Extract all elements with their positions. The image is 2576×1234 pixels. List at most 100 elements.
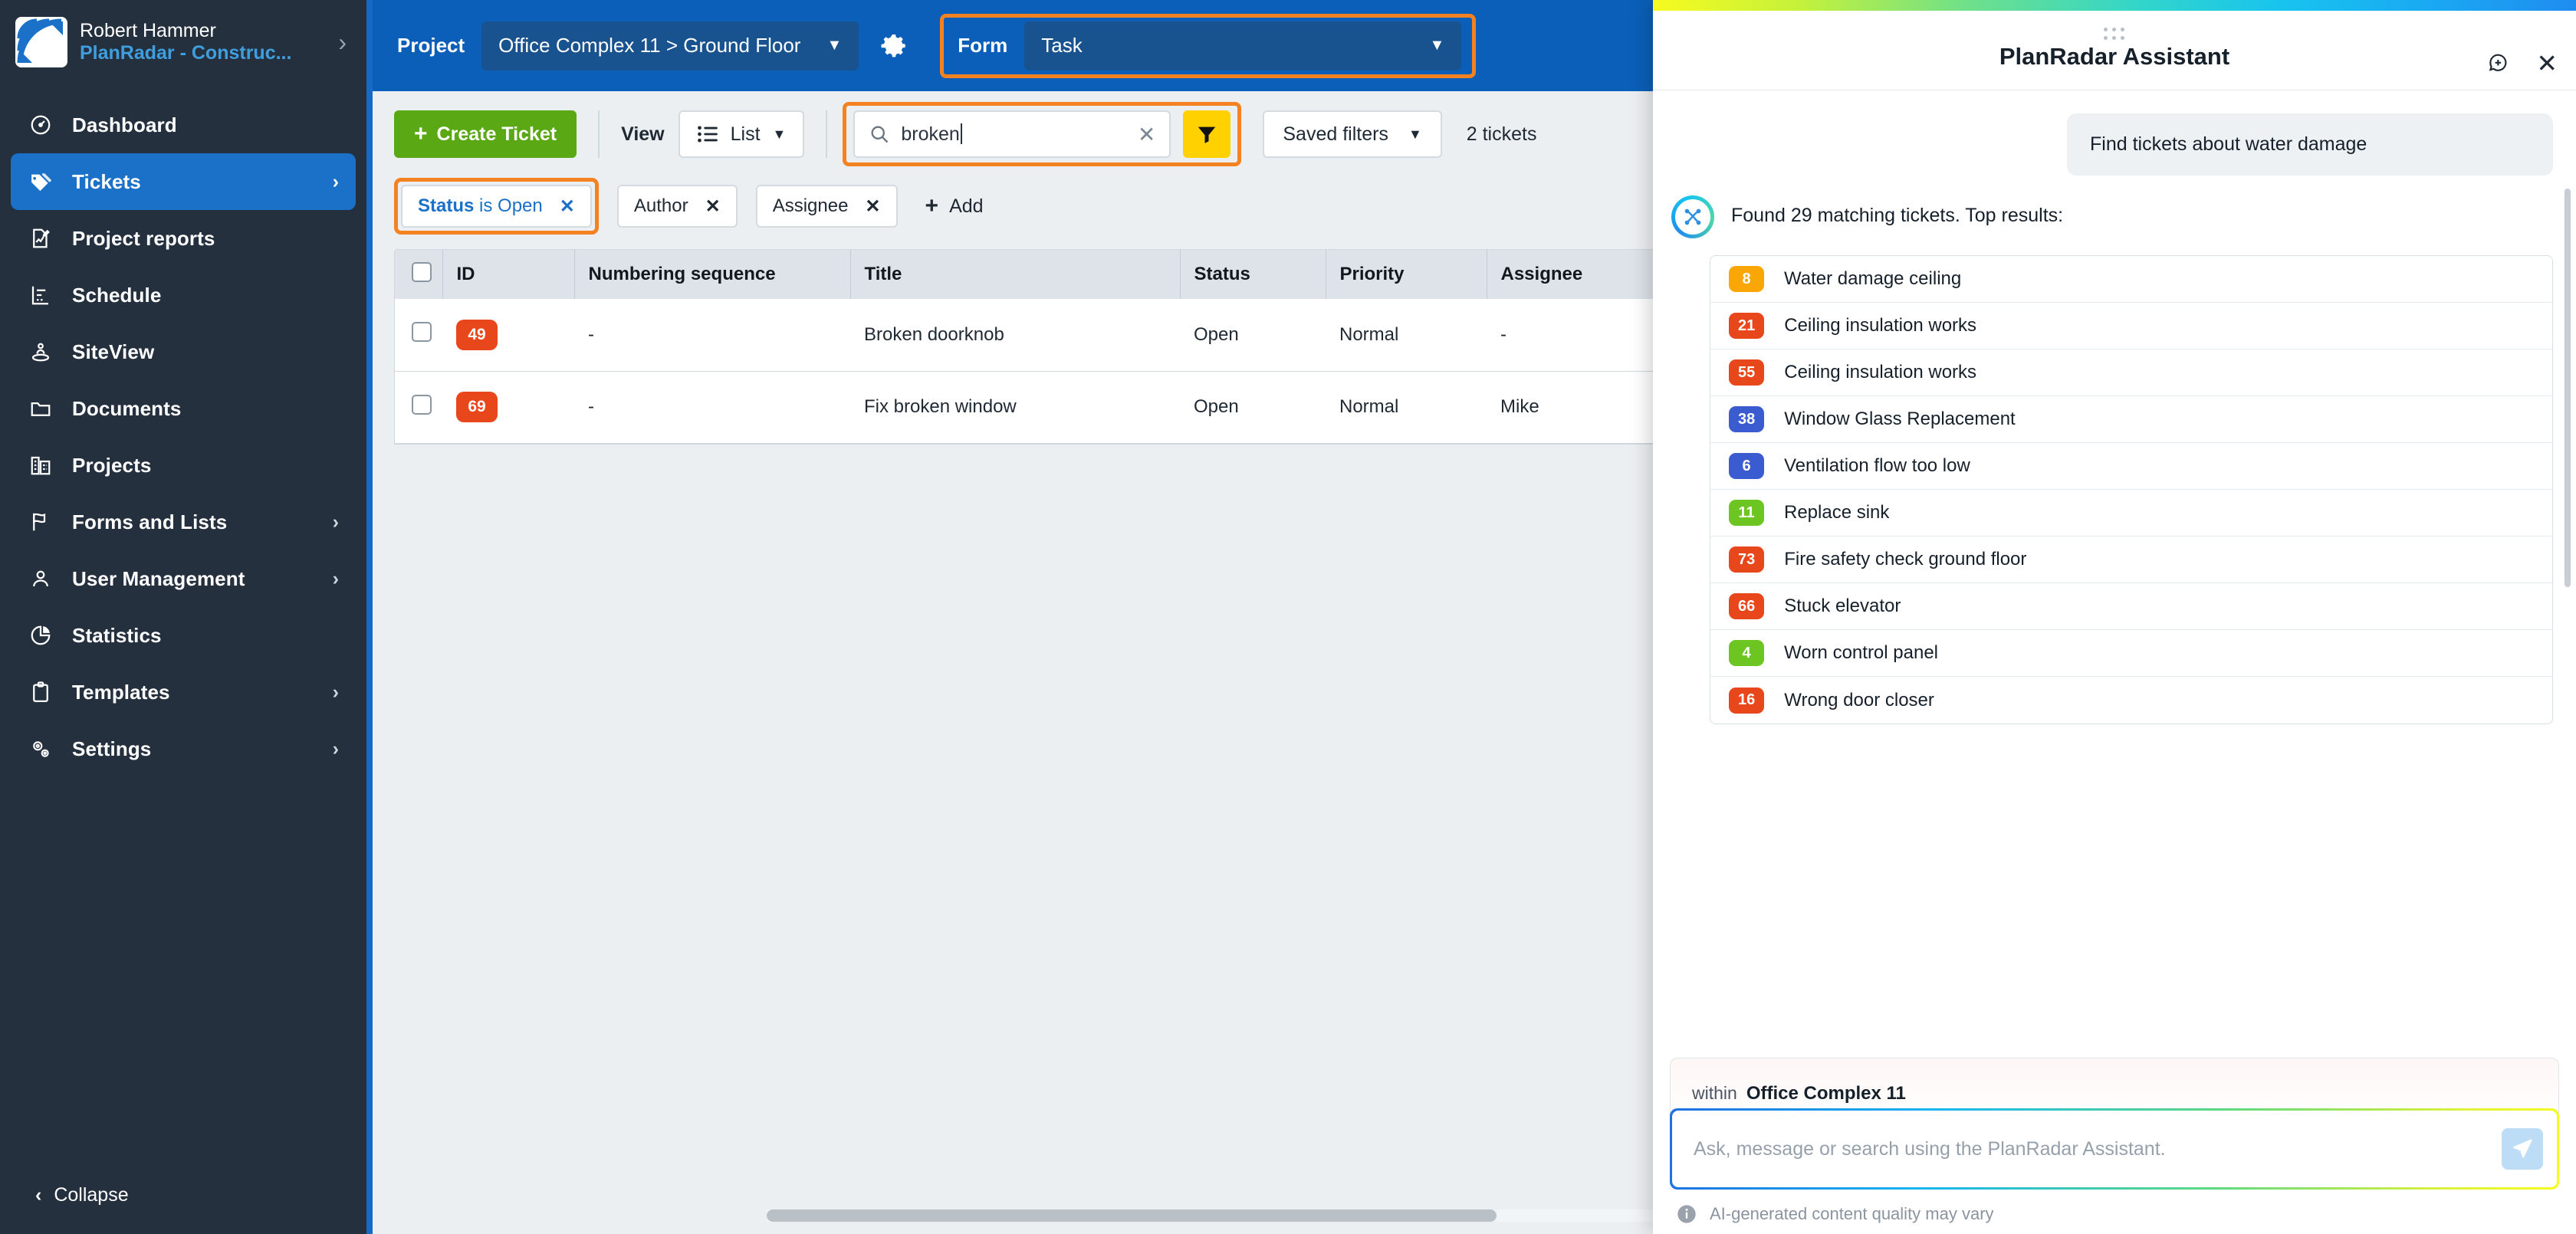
filter-chip-status[interactable]: Status is Open ✕ xyxy=(401,185,592,228)
report-icon xyxy=(28,225,54,251)
buildings-icon xyxy=(28,452,54,478)
funnel-icon[interactable] xyxy=(1183,110,1231,158)
cell-title[interactable]: Broken doorknob xyxy=(850,299,1180,372)
ticket-id-badge[interactable]: 49 xyxy=(456,319,498,350)
chevron-down-icon: ▼ xyxy=(826,37,843,54)
select-all-cell[interactable] xyxy=(395,250,443,299)
sidebar-item-projects[interactable]: Projects xyxy=(11,437,356,494)
sidebar-item-dashboard[interactable]: Dashboard xyxy=(11,97,356,153)
send-icon[interactable] xyxy=(2502,1128,2543,1170)
sidebar-item-forms-and-lists[interactable]: Forms and Lists › xyxy=(11,494,356,550)
view-label: View xyxy=(621,123,665,145)
view-mode-select[interactable]: List ▼ xyxy=(678,110,805,158)
assistant-input[interactable]: Ask, message or search using the PlanRad… xyxy=(1694,1137,2166,1160)
clipboard-icon xyxy=(28,679,54,705)
chevron-right-icon: › xyxy=(332,737,339,760)
sidebar-divider xyxy=(366,0,373,1234)
tag-icon xyxy=(28,169,54,195)
list-item[interactable]: 73 Fire safety check ground floor xyxy=(1710,537,2552,583)
ticket-id-badge[interactable]: 69 xyxy=(456,392,498,422)
list-item[interactable]: 4 Worn control panel xyxy=(1710,630,2552,677)
sidebar-item-schedule[interactable]: Schedule xyxy=(11,267,356,323)
planradar-logo-icon xyxy=(15,17,67,67)
list-item[interactable]: 16 Wrong door closer xyxy=(1710,677,2552,724)
panel-scrollbar-thumb[interactable] xyxy=(2564,189,2571,587)
column-header-id[interactable]: ID xyxy=(442,250,575,299)
row-select-cell[interactable] xyxy=(395,371,442,444)
filter-condition: is Open xyxy=(474,195,543,216)
sidebar-item-documents[interactable]: Documents xyxy=(11,380,356,437)
user-name: Robert Hammer xyxy=(80,19,216,41)
chat-plus-icon[interactable] xyxy=(2487,52,2510,75)
ticket-count: 2 tickets xyxy=(1466,123,1537,145)
result-id-badge: 8 xyxy=(1729,266,1764,292)
panel-header: PlanRadar Assistant ✕ xyxy=(1653,11,2576,90)
cell-title[interactable]: Fix broken window xyxy=(850,371,1180,444)
row-select-cell[interactable] xyxy=(395,299,442,372)
column-header-priority[interactable]: Priority xyxy=(1326,250,1487,299)
result-title: Worn control panel xyxy=(1784,642,1938,663)
horizontal-scrollbar-thumb[interactable] xyxy=(767,1209,1497,1222)
chevron-right-icon: › xyxy=(332,681,339,703)
gear-icon[interactable] xyxy=(880,32,908,60)
gauge-icon xyxy=(28,112,54,138)
filter-chip-assignee[interactable]: Assignee ✕ xyxy=(755,185,898,228)
sidebar-item-settings[interactable]: Settings › xyxy=(11,720,356,777)
list-item[interactable]: 66 Stuck elevator xyxy=(1710,583,2552,630)
form-selector[interactable]: Task ▼ xyxy=(1024,21,1462,71)
select-all-checkbox[interactable] xyxy=(412,261,432,282)
list-item[interactable]: 38 Window Glass Replacement xyxy=(1710,396,2552,443)
cell-numbering: - xyxy=(574,299,850,372)
assistant-response: Found 29 matching tickets. Top results: xyxy=(1671,195,2576,238)
sidebar-item-label: Statistics xyxy=(72,623,162,647)
result-id-badge: 66 xyxy=(1729,593,1765,619)
within-label: within xyxy=(1692,1083,1737,1103)
workspace-switcher[interactable]: Robert Hammer PlanRadar - Construc... › xyxy=(0,0,366,83)
collapse-label: Collapse xyxy=(54,1184,129,1206)
chevron-down-icon: ▼ xyxy=(1429,37,1445,54)
list-item[interactable]: 8 Water damage ceiling xyxy=(1710,256,2552,303)
close-icon[interactable]: ✕ xyxy=(705,195,721,217)
row-checkbox[interactable] xyxy=(412,322,432,343)
form-selector-highlight: Form Task ▼ xyxy=(940,13,1477,78)
row-checkbox[interactable] xyxy=(412,394,432,415)
filter-chip-author[interactable]: Author ✕ xyxy=(616,185,738,228)
close-icon[interactable]: ✕ xyxy=(559,195,575,217)
create-ticket-button[interactable]: + Create Ticket xyxy=(394,110,577,158)
person-icon xyxy=(28,566,54,592)
column-header-status[interactable]: Status xyxy=(1180,250,1326,299)
search-input[interactable]: broken ✕ xyxy=(853,110,1171,158)
list-item[interactable]: 6 Ventilation flow too low xyxy=(1710,443,2552,490)
column-header-numbering-sequence[interactable]: Numbering sequence xyxy=(574,250,851,299)
close-icon[interactable]: ✕ xyxy=(2536,49,2558,77)
close-icon[interactable]: ✕ xyxy=(1137,122,1156,146)
view-mode-value: List xyxy=(730,123,761,145)
add-filter-button[interactable]: + Add xyxy=(925,195,984,218)
filter-chips: Status is Open ✕ Author ✕ Assignee ✕ + A… xyxy=(373,177,2576,235)
collapse-sidebar-button[interactable]: ‹ Collapse xyxy=(0,1184,366,1234)
add-filter-label: Add xyxy=(949,195,984,217)
sidebar-item-siteview[interactable]: SiteView xyxy=(11,323,356,380)
chevron-down-icon: ▼ xyxy=(772,126,787,142)
close-icon[interactable]: ✕ xyxy=(865,195,881,217)
sidebar-item-user-management[interactable]: User Management › xyxy=(11,550,356,607)
sidebar-item-tickets[interactable]: Tickets › xyxy=(11,153,356,210)
result-title: Window Glass Replacement xyxy=(1784,409,2016,429)
list-item[interactable]: 11 Replace sink xyxy=(1710,490,2552,537)
result-title: Ceiling insulation works xyxy=(1784,362,1977,382)
saved-filters-select[interactable]: Saved filters ▼ xyxy=(1263,110,1442,158)
sidebar-item-project-reports[interactable]: Project reports xyxy=(11,210,356,267)
panel-body: Find tickets about water damage Found 29… xyxy=(1653,90,2576,1234)
sidebar-item-templates[interactable]: Templates › xyxy=(11,664,356,720)
list-item[interactable]: 55 Ceiling insulation works xyxy=(1710,350,2552,396)
project-selector[interactable]: Office Complex 11 > Ground Floor ▼ xyxy=(481,21,859,71)
drag-handle-icon[interactable] xyxy=(2104,28,2125,41)
within-value: Office Complex 11 xyxy=(1746,1082,1906,1104)
filter-field: Status xyxy=(418,195,475,216)
result-title: Ventilation flow too low xyxy=(1784,455,1970,476)
sidebar-item-statistics[interactable]: Statistics xyxy=(11,607,356,664)
sidebar-item-label: Documents xyxy=(72,396,182,420)
column-header-title[interactable]: Title xyxy=(850,250,1181,299)
list-item[interactable]: 21 Ceiling insulation works xyxy=(1710,303,2552,350)
